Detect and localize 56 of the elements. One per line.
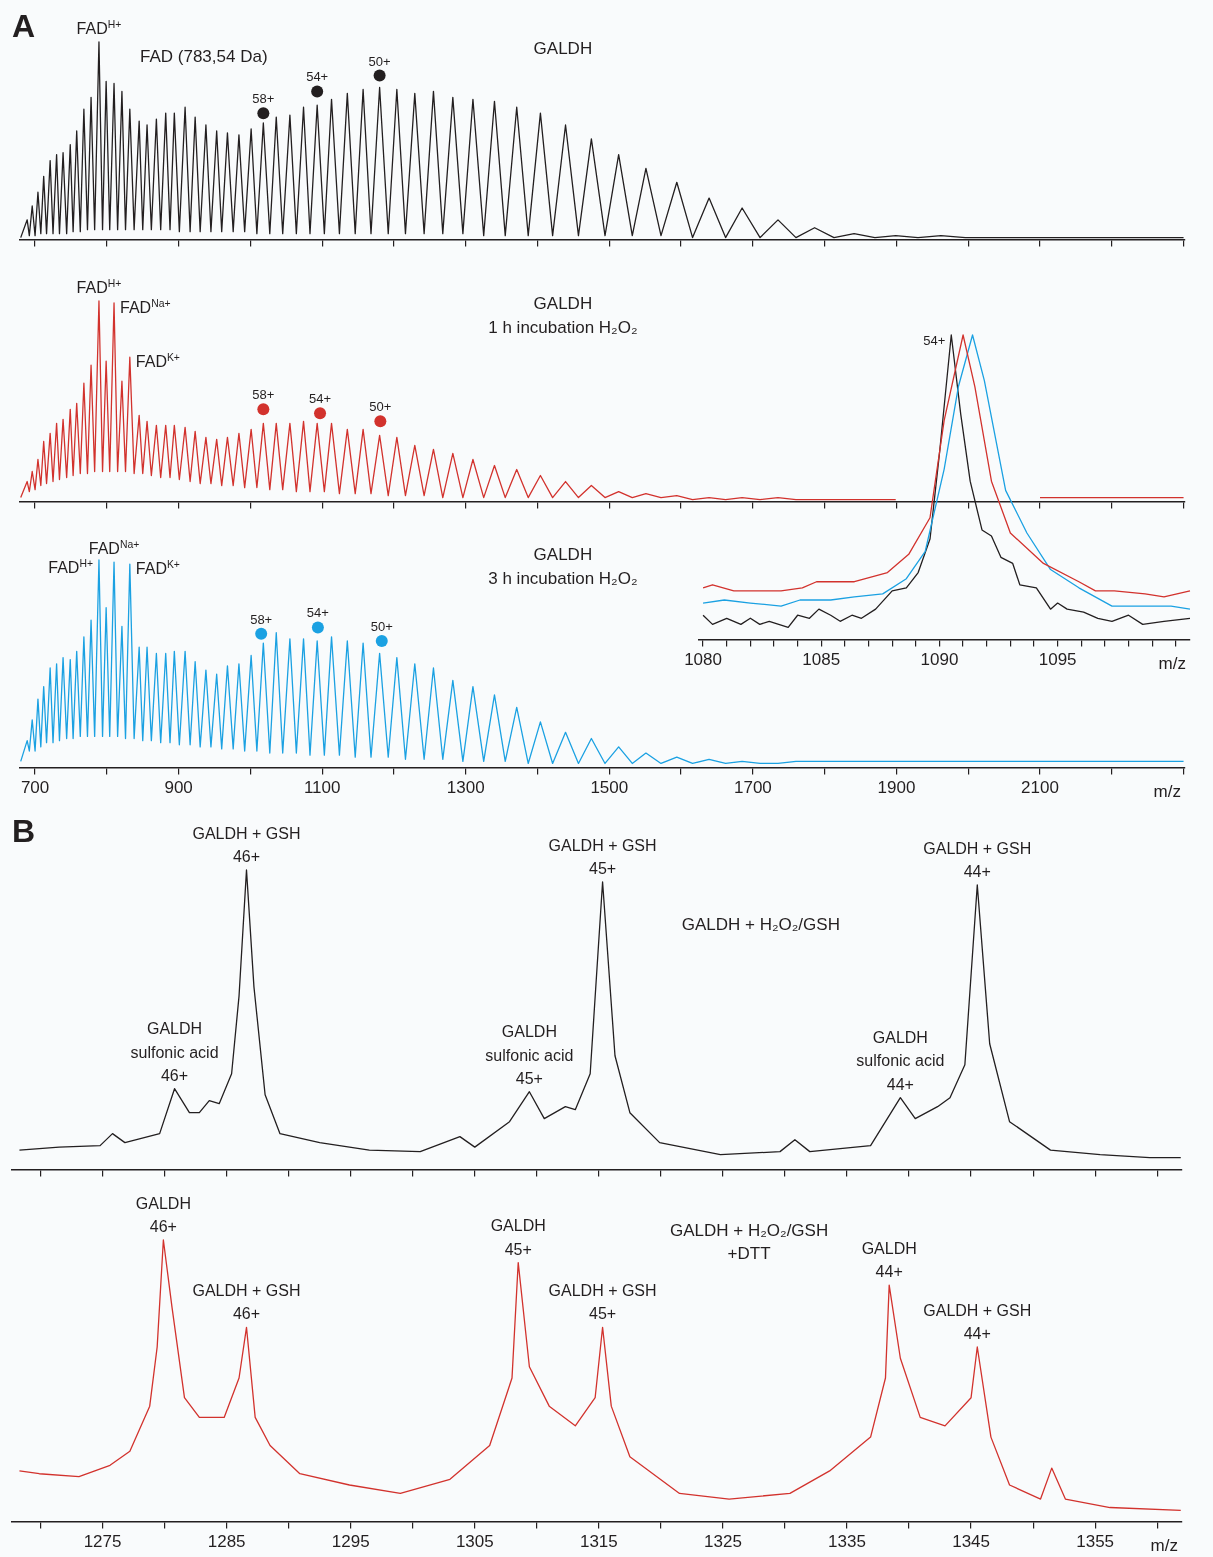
annotation: 50+ (369, 399, 392, 415)
x-tick-label: 1500 (590, 778, 629, 798)
x-tick-label: 1295 (331, 1532, 370, 1552)
x-axis-title: m/z (1153, 782, 1182, 801)
x-tick-label: 1305 (455, 1532, 494, 1552)
annotation: GALDH sulfonic acid 44+ (856, 1029, 945, 1093)
x-tick-label: 1275 (83, 1532, 122, 1552)
annotation: 54+ (306, 605, 329, 621)
annotation: 58+ (250, 611, 273, 627)
annotation: 58+ (252, 387, 275, 403)
x-tick-label: 700 (20, 778, 50, 798)
x-axis-title: m/z (1158, 654, 1187, 673)
annotation: 54+ (309, 391, 332, 407)
annotation: GALDH + GSH 46+ (192, 1282, 301, 1323)
text: GALDH + H₂O₂/GSH (681, 915, 840, 934)
annotation: FAD (783,54 Da) (140, 47, 268, 66)
annotation: GALDH 46+ (135, 1194, 191, 1235)
chart-title: GALDH + H₂O₂/GSH +DTT (670, 1221, 829, 1263)
x-tick-label: 1315 (579, 1532, 618, 1552)
annotation: 54+ (306, 69, 329, 85)
annotation: 50+ (370, 618, 393, 634)
x-tick-label: 1345 (952, 1532, 990, 1552)
x-tick-label: 2100 (1021, 778, 1059, 798)
annotation: GALDH sulfonic acid 46+ (130, 1020, 219, 1084)
x-tick-label: 1700 (733, 778, 772, 798)
annotation: GALDH + GSH 44+ (923, 839, 1032, 880)
x-axis-title: m/z (1150, 1536, 1179, 1555)
x-tick-label: 1300 (446, 778, 485, 798)
x-tick-label: 900 (164, 778, 193, 798)
x-tick-label: 1900 (877, 778, 916, 798)
text: 1 h incubation H₂O₂ (488, 318, 638, 337)
annotation: 54+ (923, 333, 946, 349)
text: 3 h incubation H₂O₂ (488, 569, 638, 588)
annotation: GALDH + GSH 44+ (923, 1301, 1032, 1343)
annotation: GALDH 45+ (490, 1217, 546, 1258)
x-tick-label: 1355 (1076, 1532, 1115, 1552)
annotation: GALDH + GSH 46+ (192, 824, 301, 865)
chart-title: GALDH (533, 39, 593, 58)
annotation: A (12, 7, 36, 44)
x-tick-label: 1100 (303, 778, 341, 798)
annotation: 58+ (252, 91, 275, 107)
chart-title: GALDH (533, 294, 593, 313)
x-tick-label: 1335 (828, 1532, 866, 1552)
x-tick-label: 1085 (802, 650, 841, 670)
chart-title: GALDH (533, 545, 593, 564)
annotation: 50+ (368, 53, 391, 69)
annotation: GALDH 44+ (861, 1239, 917, 1281)
x-tick-label: 1325 (704, 1532, 742, 1552)
annotation: GALDH + GSH 45+ (548, 836, 657, 877)
text: B (12, 812, 36, 849)
x-tick-label: 1095 (1038, 650, 1077, 670)
annotation: GALDH + GSH 45+ (548, 1282, 657, 1323)
x-tick-label: 1080 (684, 650, 722, 670)
x-tick-label: 1285 (207, 1532, 246, 1552)
x-tick-label: 1090 (920, 650, 959, 670)
annotation: GALDH sulfonic acid 45+ (485, 1023, 574, 1087)
